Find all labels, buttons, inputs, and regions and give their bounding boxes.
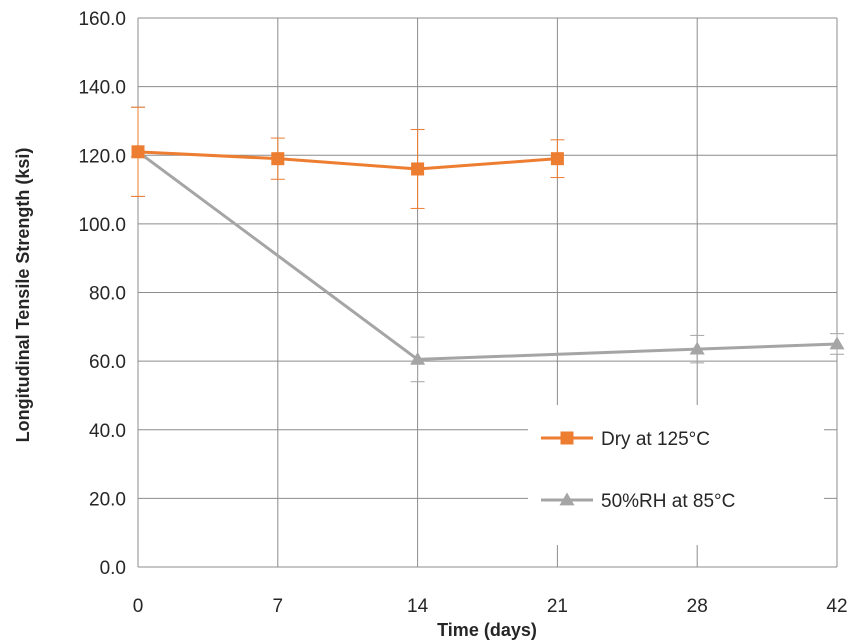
x-tick-label: 14 bbox=[407, 596, 429, 617]
y-tick-label: 120.0 bbox=[78, 146, 126, 167]
x-axis-title: Time (days) bbox=[437, 620, 537, 640]
marker-square bbox=[132, 145, 145, 158]
x-tick-label: 7 bbox=[273, 596, 284, 617]
marker-square bbox=[551, 152, 564, 165]
legend-label: Dry at 125°C bbox=[601, 429, 710, 450]
marker-square-legend bbox=[561, 432, 574, 445]
x-tick-label: 28 bbox=[687, 596, 708, 617]
x-tick-label: 21 bbox=[547, 596, 568, 617]
legend-background bbox=[528, 405, 824, 545]
y-tick-label: 20.0 bbox=[89, 489, 126, 510]
y-tick-label: 0.0 bbox=[100, 558, 126, 579]
y-tick-label: 80.0 bbox=[89, 284, 126, 305]
marker-square bbox=[411, 162, 424, 175]
y-tick-label: 100.0 bbox=[78, 215, 126, 236]
y-tick-label: 60.0 bbox=[89, 352, 126, 373]
y-tick-label: 160.0 bbox=[78, 9, 126, 30]
legend: Dry at 125°C 50%RH at 85°C bbox=[528, 405, 824, 545]
x-tick-label: 0 bbox=[133, 596, 144, 617]
x-tick-label: 42 bbox=[826, 596, 847, 617]
marker-square bbox=[271, 152, 284, 165]
y-tick-label: 140.0 bbox=[78, 78, 126, 99]
y-axis-title: Longitudinal Tensile Strength (ksi) bbox=[13, 148, 33, 443]
legend-label: 50%RH at 85°C bbox=[601, 491, 735, 512]
y-tick-label: 40.0 bbox=[89, 421, 126, 442]
